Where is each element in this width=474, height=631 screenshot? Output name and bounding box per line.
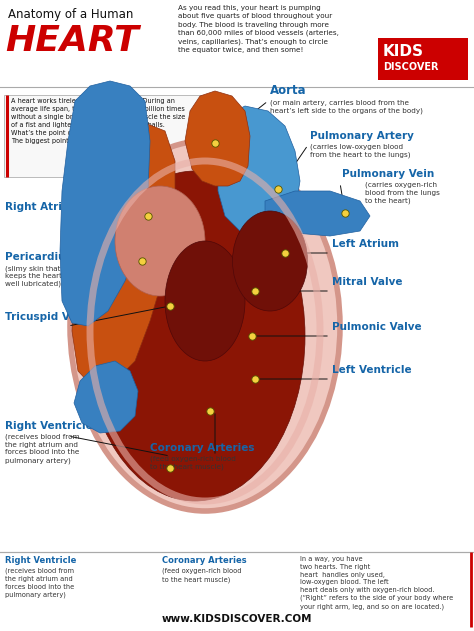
Point (251, 286, 259, 296)
Polygon shape (60, 81, 150, 326)
Point (211, 138, 219, 148)
Text: Right Atrium: Right Atrium (5, 202, 80, 212)
Point (248, 331, 256, 341)
Ellipse shape (165, 241, 245, 361)
Point (206, 406, 214, 416)
Polygon shape (218, 106, 300, 236)
Text: In a way, you have
two hearts. The right
heart  handles only used,
low-oxygen bl: In a way, you have two hearts. The right… (300, 556, 453, 610)
Text: Mitral Valve: Mitral Valve (332, 277, 402, 287)
Bar (4, 95, 214, 177)
Point (144, 211, 152, 221)
Text: (receives blood from
the right atrium and
forces blood into the
pulmonary artery: (receives blood from the right atrium an… (5, 568, 74, 598)
Text: (feed oxygen-rich blood
to the heart muscle): (feed oxygen-rich blood to the heart mus… (150, 456, 236, 471)
Text: Pericardium: Pericardium (5, 252, 76, 262)
Point (166, 301, 174, 311)
Text: KIDS: KIDS (383, 44, 424, 59)
Point (281, 248, 289, 258)
Text: Aorta: Aorta (270, 84, 307, 97)
Text: Tricuspid Valve: Tricuspid Valve (5, 312, 94, 322)
Text: Pulmonary Vein: Pulmonary Vein (342, 169, 434, 179)
Point (341, 208, 349, 218)
Text: DISCOVER: DISCOVER (383, 62, 438, 72)
Text: Right Ventricle: Right Ventricle (5, 421, 93, 431)
Text: (feed oxygen-rich blood
to the heart muscle): (feed oxygen-rich blood to the heart mus… (162, 568, 241, 583)
Polygon shape (265, 191, 370, 236)
Bar (378, 38, 468, 80)
Point (166, 463, 174, 473)
Text: As you read this, your heart is pumping
about five quarts of blood throughout yo: As you read this, your heart is pumping … (178, 5, 339, 53)
Point (274, 184, 282, 194)
Point (251, 374, 259, 384)
Text: Right Ventricle: Right Ventricle (5, 556, 76, 565)
Ellipse shape (115, 186, 205, 296)
Text: Coronary Arteries: Coronary Arteries (150, 443, 255, 453)
Ellipse shape (85, 171, 305, 501)
Text: (carries low-oxygen blood
from the heart to the lungs): (carries low-oxygen blood from the heart… (310, 144, 410, 158)
Point (138, 256, 146, 266)
Ellipse shape (233, 211, 308, 311)
Polygon shape (74, 361, 138, 433)
Text: (receives blood from
the right atrium and
forces blood into the
pulmonary artery: (receives blood from the right atrium an… (5, 434, 80, 464)
Text: HEART: HEART (5, 24, 139, 58)
Text: Pulmonic Valve: Pulmonic Valve (332, 322, 422, 332)
Text: A heart works tirelessly over a lifetime. During an
average life span, the heart: A heart works tirelessly over a lifetime… (11, 98, 185, 143)
Ellipse shape (70, 141, 340, 511)
Text: (carries oxygen-rich
blood from the lungs
to the heart): (carries oxygen-rich blood from the lung… (365, 182, 440, 204)
Text: Left Atrium: Left Atrium (332, 239, 399, 249)
Polygon shape (185, 91, 250, 186)
Text: (slimy skin that
keeps the heart
well lubricated): (slimy skin that keeps the heart well lu… (5, 265, 62, 287)
Polygon shape (72, 121, 175, 386)
Text: Anatomy of a Human: Anatomy of a Human (8, 8, 133, 21)
Text: (or main artery, carries blood from the
heart’s left side to the organs of the b: (or main artery, carries blood from the … (270, 100, 423, 114)
Text: Left Ventricle: Left Ventricle (332, 365, 411, 375)
Text: Pulmonary Artery: Pulmonary Artery (310, 131, 414, 141)
Text: Coronary Arteries: Coronary Arteries (162, 556, 246, 565)
Text: www.KIDSDISCOVER.COM: www.KIDSDISCOVER.COM (162, 614, 312, 624)
Polygon shape (433, 40, 466, 75)
